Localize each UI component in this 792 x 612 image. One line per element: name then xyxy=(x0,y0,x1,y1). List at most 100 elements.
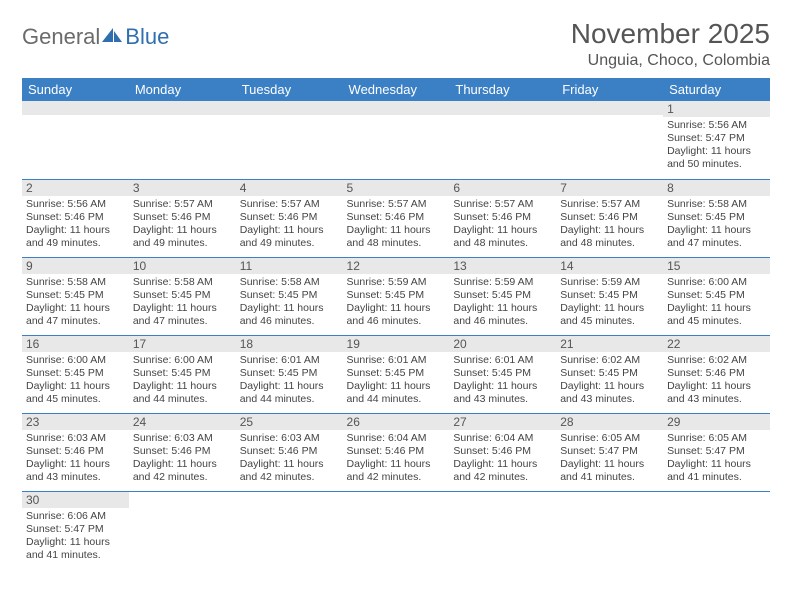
sunrise-text: Sunrise: 6:06 AM xyxy=(26,510,125,523)
weekday-header-row: Sunday Monday Tuesday Wednesday Thursday… xyxy=(22,78,770,101)
day-details: Sunrise: 6:05 AMSunset: 5:47 PMDaylight:… xyxy=(663,430,770,487)
sunset-text: Sunset: 5:47 PM xyxy=(26,523,125,536)
daylight-text: Daylight: 11 hours and 49 minutes. xyxy=(133,224,232,250)
day-number: 30 xyxy=(22,492,129,508)
daylight-text: Daylight: 11 hours and 42 minutes. xyxy=(347,458,446,484)
day-number-bar xyxy=(129,101,236,115)
calendar-row: 9Sunrise: 5:58 AMSunset: 5:45 PMDaylight… xyxy=(22,257,770,335)
daylight-text: Daylight: 11 hours and 42 minutes. xyxy=(133,458,232,484)
sunset-text: Sunset: 5:47 PM xyxy=(667,132,766,145)
day-details: Sunrise: 6:03 AMSunset: 5:46 PMDaylight:… xyxy=(129,430,236,487)
sunrise-text: Sunrise: 6:04 AM xyxy=(453,432,552,445)
sunset-text: Sunset: 5:45 PM xyxy=(133,289,232,302)
sunset-text: Sunset: 5:46 PM xyxy=(667,367,766,380)
calendar-cell: 20Sunrise: 6:01 AMSunset: 5:45 PMDayligh… xyxy=(449,335,556,413)
calendar-cell: 23Sunrise: 6:03 AMSunset: 5:46 PMDayligh… xyxy=(22,413,129,491)
sunrise-text: Sunrise: 6:05 AM xyxy=(667,432,766,445)
daylight-text: Daylight: 11 hours and 45 minutes. xyxy=(560,302,659,328)
daylight-text: Daylight: 11 hours and 45 minutes. xyxy=(26,380,125,406)
day-details: Sunrise: 5:56 AMSunset: 5:46 PMDaylight:… xyxy=(22,196,129,253)
sunrise-text: Sunrise: 6:03 AM xyxy=(26,432,125,445)
day-details: Sunrise: 6:00 AMSunset: 5:45 PMDaylight:… xyxy=(663,274,770,331)
daylight-text: Daylight: 11 hours and 46 minutes. xyxy=(347,302,446,328)
sunset-text: Sunset: 5:45 PM xyxy=(560,289,659,302)
day-details: Sunrise: 5:58 AMSunset: 5:45 PMDaylight:… xyxy=(22,274,129,331)
day-details: Sunrise: 6:04 AMSunset: 5:46 PMDaylight:… xyxy=(449,430,556,487)
day-number: 27 xyxy=(449,414,556,430)
sunset-text: Sunset: 5:46 PM xyxy=(347,445,446,458)
day-number: 2 xyxy=(22,180,129,196)
sunset-text: Sunset: 5:46 PM xyxy=(560,211,659,224)
weekday-header: Friday xyxy=(556,78,663,101)
daylight-text: Daylight: 11 hours and 47 minutes. xyxy=(667,224,766,250)
daylight-text: Daylight: 11 hours and 41 minutes. xyxy=(667,458,766,484)
sunset-text: Sunset: 5:46 PM xyxy=(26,211,125,224)
day-number: 24 xyxy=(129,414,236,430)
daylight-text: Daylight: 11 hours and 43 minutes. xyxy=(26,458,125,484)
calendar-row: 2Sunrise: 5:56 AMSunset: 5:46 PMDaylight… xyxy=(22,179,770,257)
daylight-text: Daylight: 11 hours and 46 minutes. xyxy=(453,302,552,328)
day-details: Sunrise: 5:58 AMSunset: 5:45 PMDaylight:… xyxy=(663,196,770,253)
calendar-cell: 30Sunrise: 6:06 AMSunset: 5:47 PMDayligh… xyxy=(22,491,129,569)
daylight-text: Daylight: 11 hours and 44 minutes. xyxy=(240,380,339,406)
daylight-text: Daylight: 11 hours and 47 minutes. xyxy=(26,302,125,328)
sunrise-text: Sunrise: 5:58 AM xyxy=(667,198,766,211)
daylight-text: Daylight: 11 hours and 45 minutes. xyxy=(667,302,766,328)
day-number: 9 xyxy=(22,258,129,274)
daylight-text: Daylight: 11 hours and 49 minutes. xyxy=(26,224,125,250)
calendar-cell xyxy=(236,101,343,179)
day-details: Sunrise: 6:03 AMSunset: 5:46 PMDaylight:… xyxy=(22,430,129,487)
day-details: Sunrise: 5:57 AMSunset: 5:46 PMDaylight:… xyxy=(129,196,236,253)
daylight-text: Daylight: 11 hours and 48 minutes. xyxy=(347,224,446,250)
calendar-cell xyxy=(343,101,450,179)
day-number: 16 xyxy=(22,336,129,352)
calendar-cell: 4Sunrise: 5:57 AMSunset: 5:46 PMDaylight… xyxy=(236,179,343,257)
sunrise-text: Sunrise: 5:57 AM xyxy=(453,198,552,211)
sunrise-text: Sunrise: 5:57 AM xyxy=(240,198,339,211)
sunset-text: Sunset: 5:46 PM xyxy=(133,211,232,224)
daylight-text: Daylight: 11 hours and 47 minutes. xyxy=(133,302,232,328)
day-number: 12 xyxy=(343,258,450,274)
calendar-cell: 1Sunrise: 5:56 AMSunset: 5:47 PMDaylight… xyxy=(663,101,770,179)
daylight-text: Daylight: 11 hours and 42 minutes. xyxy=(453,458,552,484)
day-number: 14 xyxy=(556,258,663,274)
calendar-cell: 13Sunrise: 5:59 AMSunset: 5:45 PMDayligh… xyxy=(449,257,556,335)
calendar-cell xyxy=(556,491,663,569)
sunset-text: Sunset: 5:45 PM xyxy=(453,367,552,380)
title-block: November 2025 Unguia, Choco, Colombia xyxy=(571,18,770,70)
day-number: 6 xyxy=(449,180,556,196)
day-details: Sunrise: 6:06 AMSunset: 5:47 PMDaylight:… xyxy=(22,508,129,565)
calendar-cell: 26Sunrise: 6:04 AMSunset: 5:46 PMDayligh… xyxy=(343,413,450,491)
day-number: 8 xyxy=(663,180,770,196)
sunset-text: Sunset: 5:45 PM xyxy=(667,289,766,302)
logo: General Blue xyxy=(22,18,169,50)
weekday-header: Tuesday xyxy=(236,78,343,101)
calendar-cell: 18Sunrise: 6:01 AMSunset: 5:45 PMDayligh… xyxy=(236,335,343,413)
day-number-bar xyxy=(236,101,343,115)
calendar-row: 1Sunrise: 5:56 AMSunset: 5:47 PMDaylight… xyxy=(22,101,770,179)
calendar-cell: 15Sunrise: 6:00 AMSunset: 5:45 PMDayligh… xyxy=(663,257,770,335)
calendar-cell xyxy=(22,101,129,179)
sunset-text: Sunset: 5:46 PM xyxy=(133,445,232,458)
day-number: 26 xyxy=(343,414,450,430)
daylight-text: Daylight: 11 hours and 43 minutes. xyxy=(453,380,552,406)
weekday-header: Thursday xyxy=(449,78,556,101)
sunrise-text: Sunrise: 5:57 AM xyxy=(347,198,446,211)
page: General Blue November 2025 Unguia, Choco… xyxy=(0,0,792,587)
calendar-cell: 11Sunrise: 5:58 AMSunset: 5:45 PMDayligh… xyxy=(236,257,343,335)
calendar-cell: 7Sunrise: 5:57 AMSunset: 5:46 PMDaylight… xyxy=(556,179,663,257)
sunset-text: Sunset: 5:47 PM xyxy=(667,445,766,458)
calendar-table: Sunday Monday Tuesday Wednesday Thursday… xyxy=(22,78,770,569)
sunset-text: Sunset: 5:46 PM xyxy=(240,211,339,224)
weekday-header: Saturday xyxy=(663,78,770,101)
day-details: Sunrise: 5:57 AMSunset: 5:46 PMDaylight:… xyxy=(556,196,663,253)
day-details: Sunrise: 6:03 AMSunset: 5:46 PMDaylight:… xyxy=(236,430,343,487)
calendar-cell: 9Sunrise: 5:58 AMSunset: 5:45 PMDaylight… xyxy=(22,257,129,335)
daylight-text: Daylight: 11 hours and 44 minutes. xyxy=(347,380,446,406)
day-number: 19 xyxy=(343,336,450,352)
day-number: 23 xyxy=(22,414,129,430)
sunrise-text: Sunrise: 6:02 AM xyxy=(667,354,766,367)
day-number: 10 xyxy=(129,258,236,274)
calendar-cell: 29Sunrise: 6:05 AMSunset: 5:47 PMDayligh… xyxy=(663,413,770,491)
day-number: 20 xyxy=(449,336,556,352)
